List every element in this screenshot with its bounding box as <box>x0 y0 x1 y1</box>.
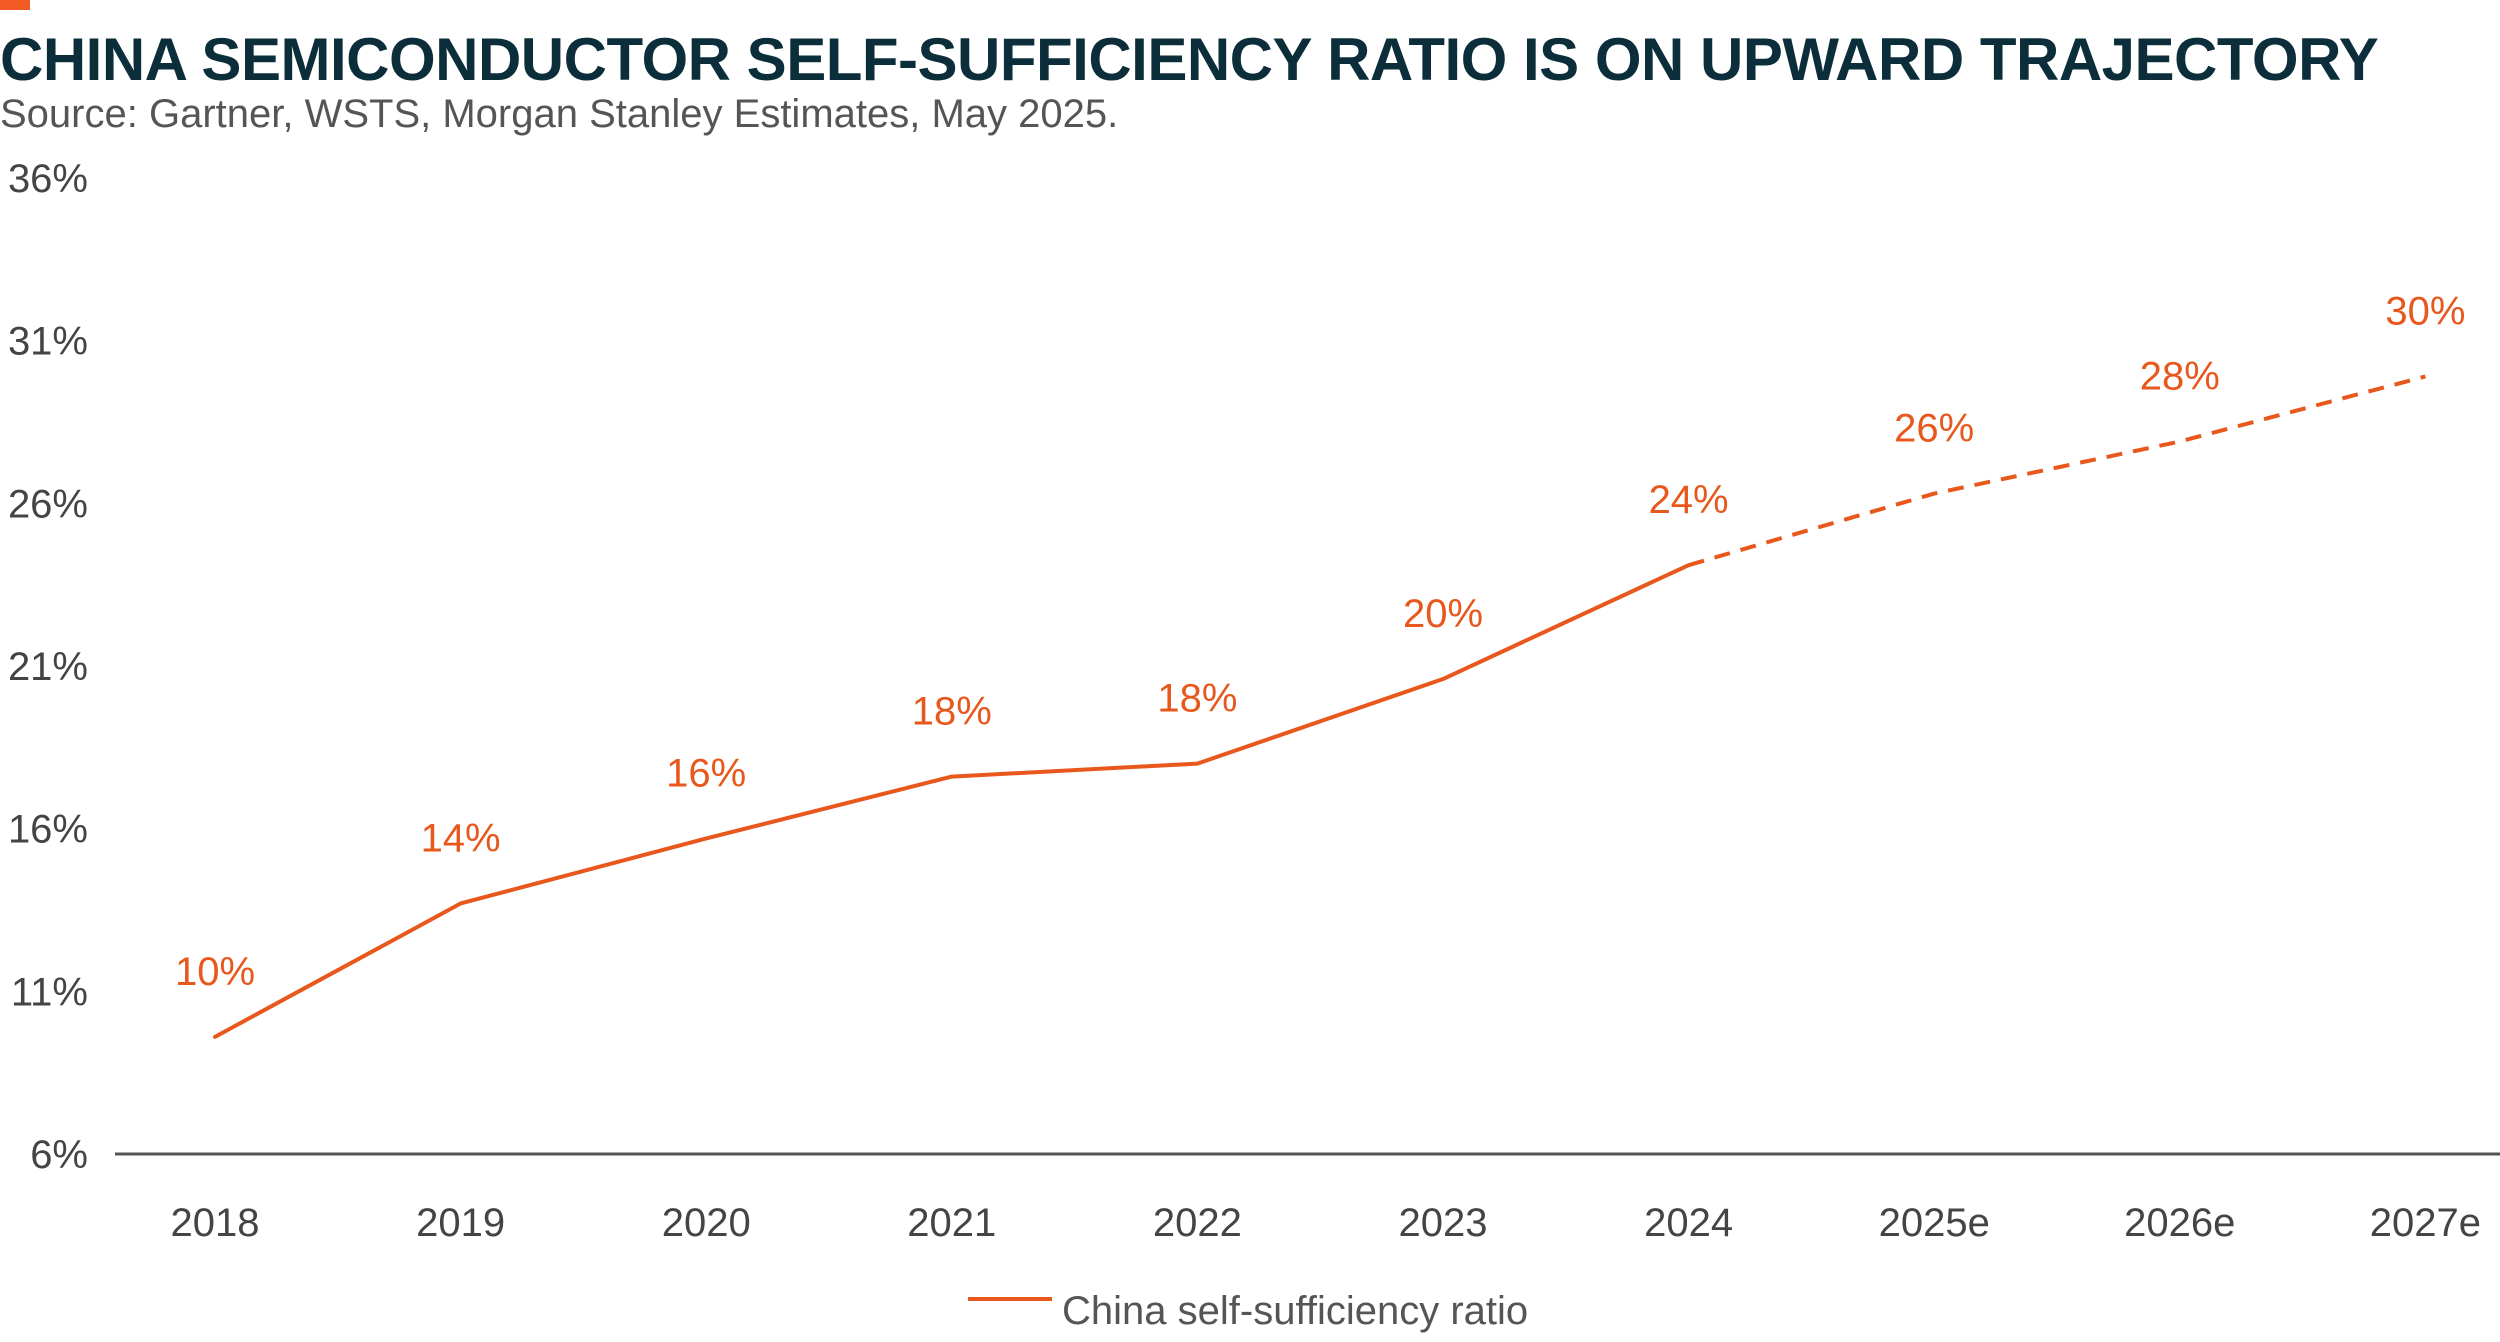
chart-title: CHINA SEMICONDUCTOR SELF-SUFFICIENCY RAT… <box>0 26 2379 93</box>
x-tick-label: 2023 <box>1399 1201 1488 1245</box>
x-tick-label: 2026e <box>2124 1201 2235 1245</box>
data-label: 18% <box>912 690 992 734</box>
series-line-estimate <box>1688 374 2426 568</box>
y-tick-label: 6% <box>30 1133 88 1177</box>
data-label: 26% <box>1894 407 1974 451</box>
y-tick-label: 36% <box>8 157 88 201</box>
y-tick-label: 16% <box>8 808 88 852</box>
data-label: 28% <box>2140 355 2220 399</box>
data-label: 10% <box>175 950 255 994</box>
data-label: 24% <box>1649 478 1729 522</box>
x-tick-label: 2019 <box>416 1201 505 1245</box>
y-tick-label: 11% <box>11 970 88 1014</box>
x-tick-label: 2018 <box>171 1201 260 1245</box>
y-tick-label: 26% <box>8 482 88 526</box>
legend-label: China self-sufficiency ratio <box>1062 1289 1528 1333</box>
x-tick-label: 2021 <box>907 1201 996 1245</box>
y-tick-label: 31% <box>8 320 88 364</box>
chart-subtitle: Source: Gartner, WSTS, Morgan Stanley Es… <box>0 92 1119 136</box>
accent-mark <box>0 0 30 10</box>
y-tick-label: 21% <box>8 645 88 689</box>
x-tick-label: 2027e <box>2370 1201 2481 1245</box>
data-label: 20% <box>1403 592 1483 636</box>
x-tick-label: 2022 <box>1153 1201 1242 1245</box>
data-label: 30% <box>2385 289 2465 333</box>
series-line-actual <box>213 563 1691 1039</box>
data-label: 14% <box>421 816 501 860</box>
data-label: 18% <box>1157 677 1237 721</box>
x-tick-label: 2024 <box>1644 1201 1733 1245</box>
x-tick-label: 2025e <box>1879 1201 1990 1245</box>
data-label: 16% <box>666 751 746 795</box>
x-tick-label: 2020 <box>662 1201 751 1245</box>
